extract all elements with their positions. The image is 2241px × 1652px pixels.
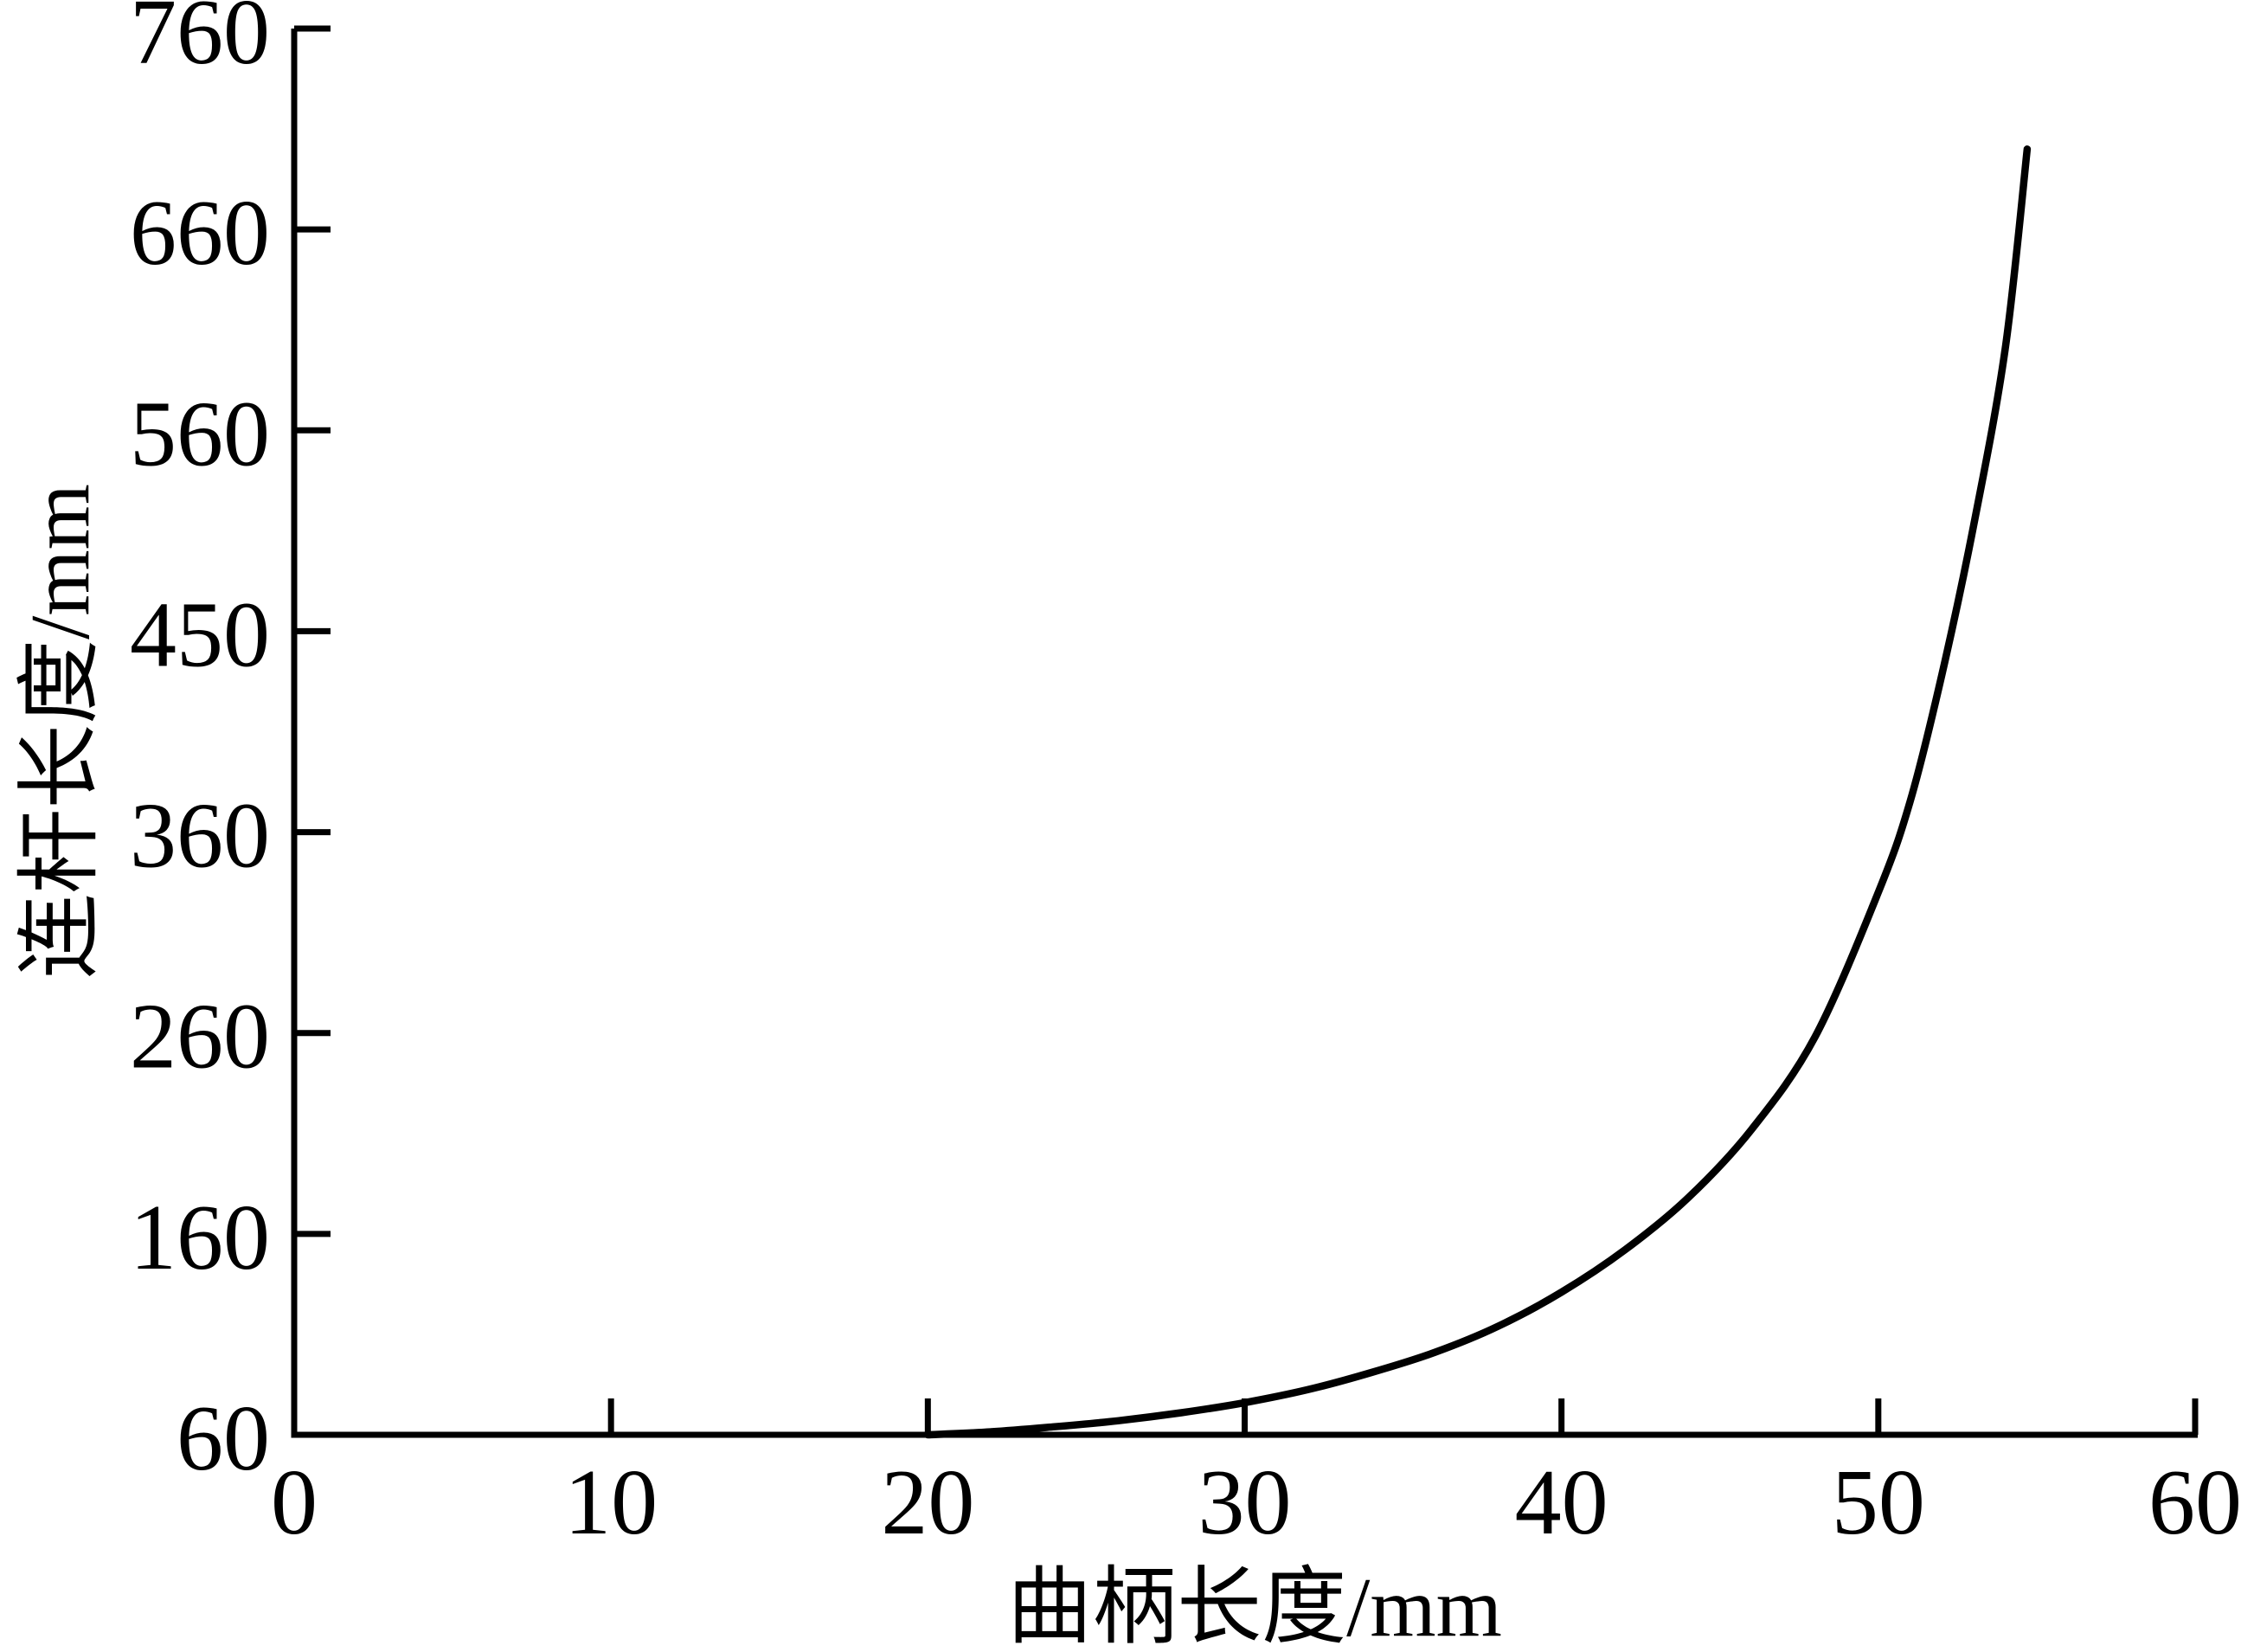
y-tick-label: 260 [130, 986, 270, 1089]
data-curve [924, 145, 2032, 1439]
y-axis-title: 连杆长度/mm [14, 484, 107, 979]
y-tick-label: 60 [177, 1387, 270, 1490]
y-tick-label: 660 [130, 182, 270, 285]
y-tick-label: 760 [130, 0, 270, 84]
x-axis-title: 曲柄长度/mm [1007, 1561, 1502, 1652]
x-tick-label: 60 [2148, 1451, 2241, 1554]
x-tick-label: 20 [881, 1451, 974, 1554]
y-tick-label: 560 [130, 382, 270, 485]
plot-area: 0 10 20 30 40 50 60 60 160 260 360 450 560 660 760 [130, 0, 2241, 1554]
x-tick-label: 30 [1198, 1451, 1292, 1554]
y-tick-label: 450 [130, 583, 270, 686]
y-tick-label: 160 [130, 1186, 270, 1289]
x-tick-label: 50 [1832, 1451, 1925, 1554]
x-tick-label: 40 [1515, 1451, 1609, 1554]
x-tick-label: 10 [564, 1451, 658, 1554]
x-tick-label: 0 [271, 1451, 318, 1554]
y-tick-label: 360 [130, 785, 270, 888]
axis-lines [291, 29, 2198, 1438]
